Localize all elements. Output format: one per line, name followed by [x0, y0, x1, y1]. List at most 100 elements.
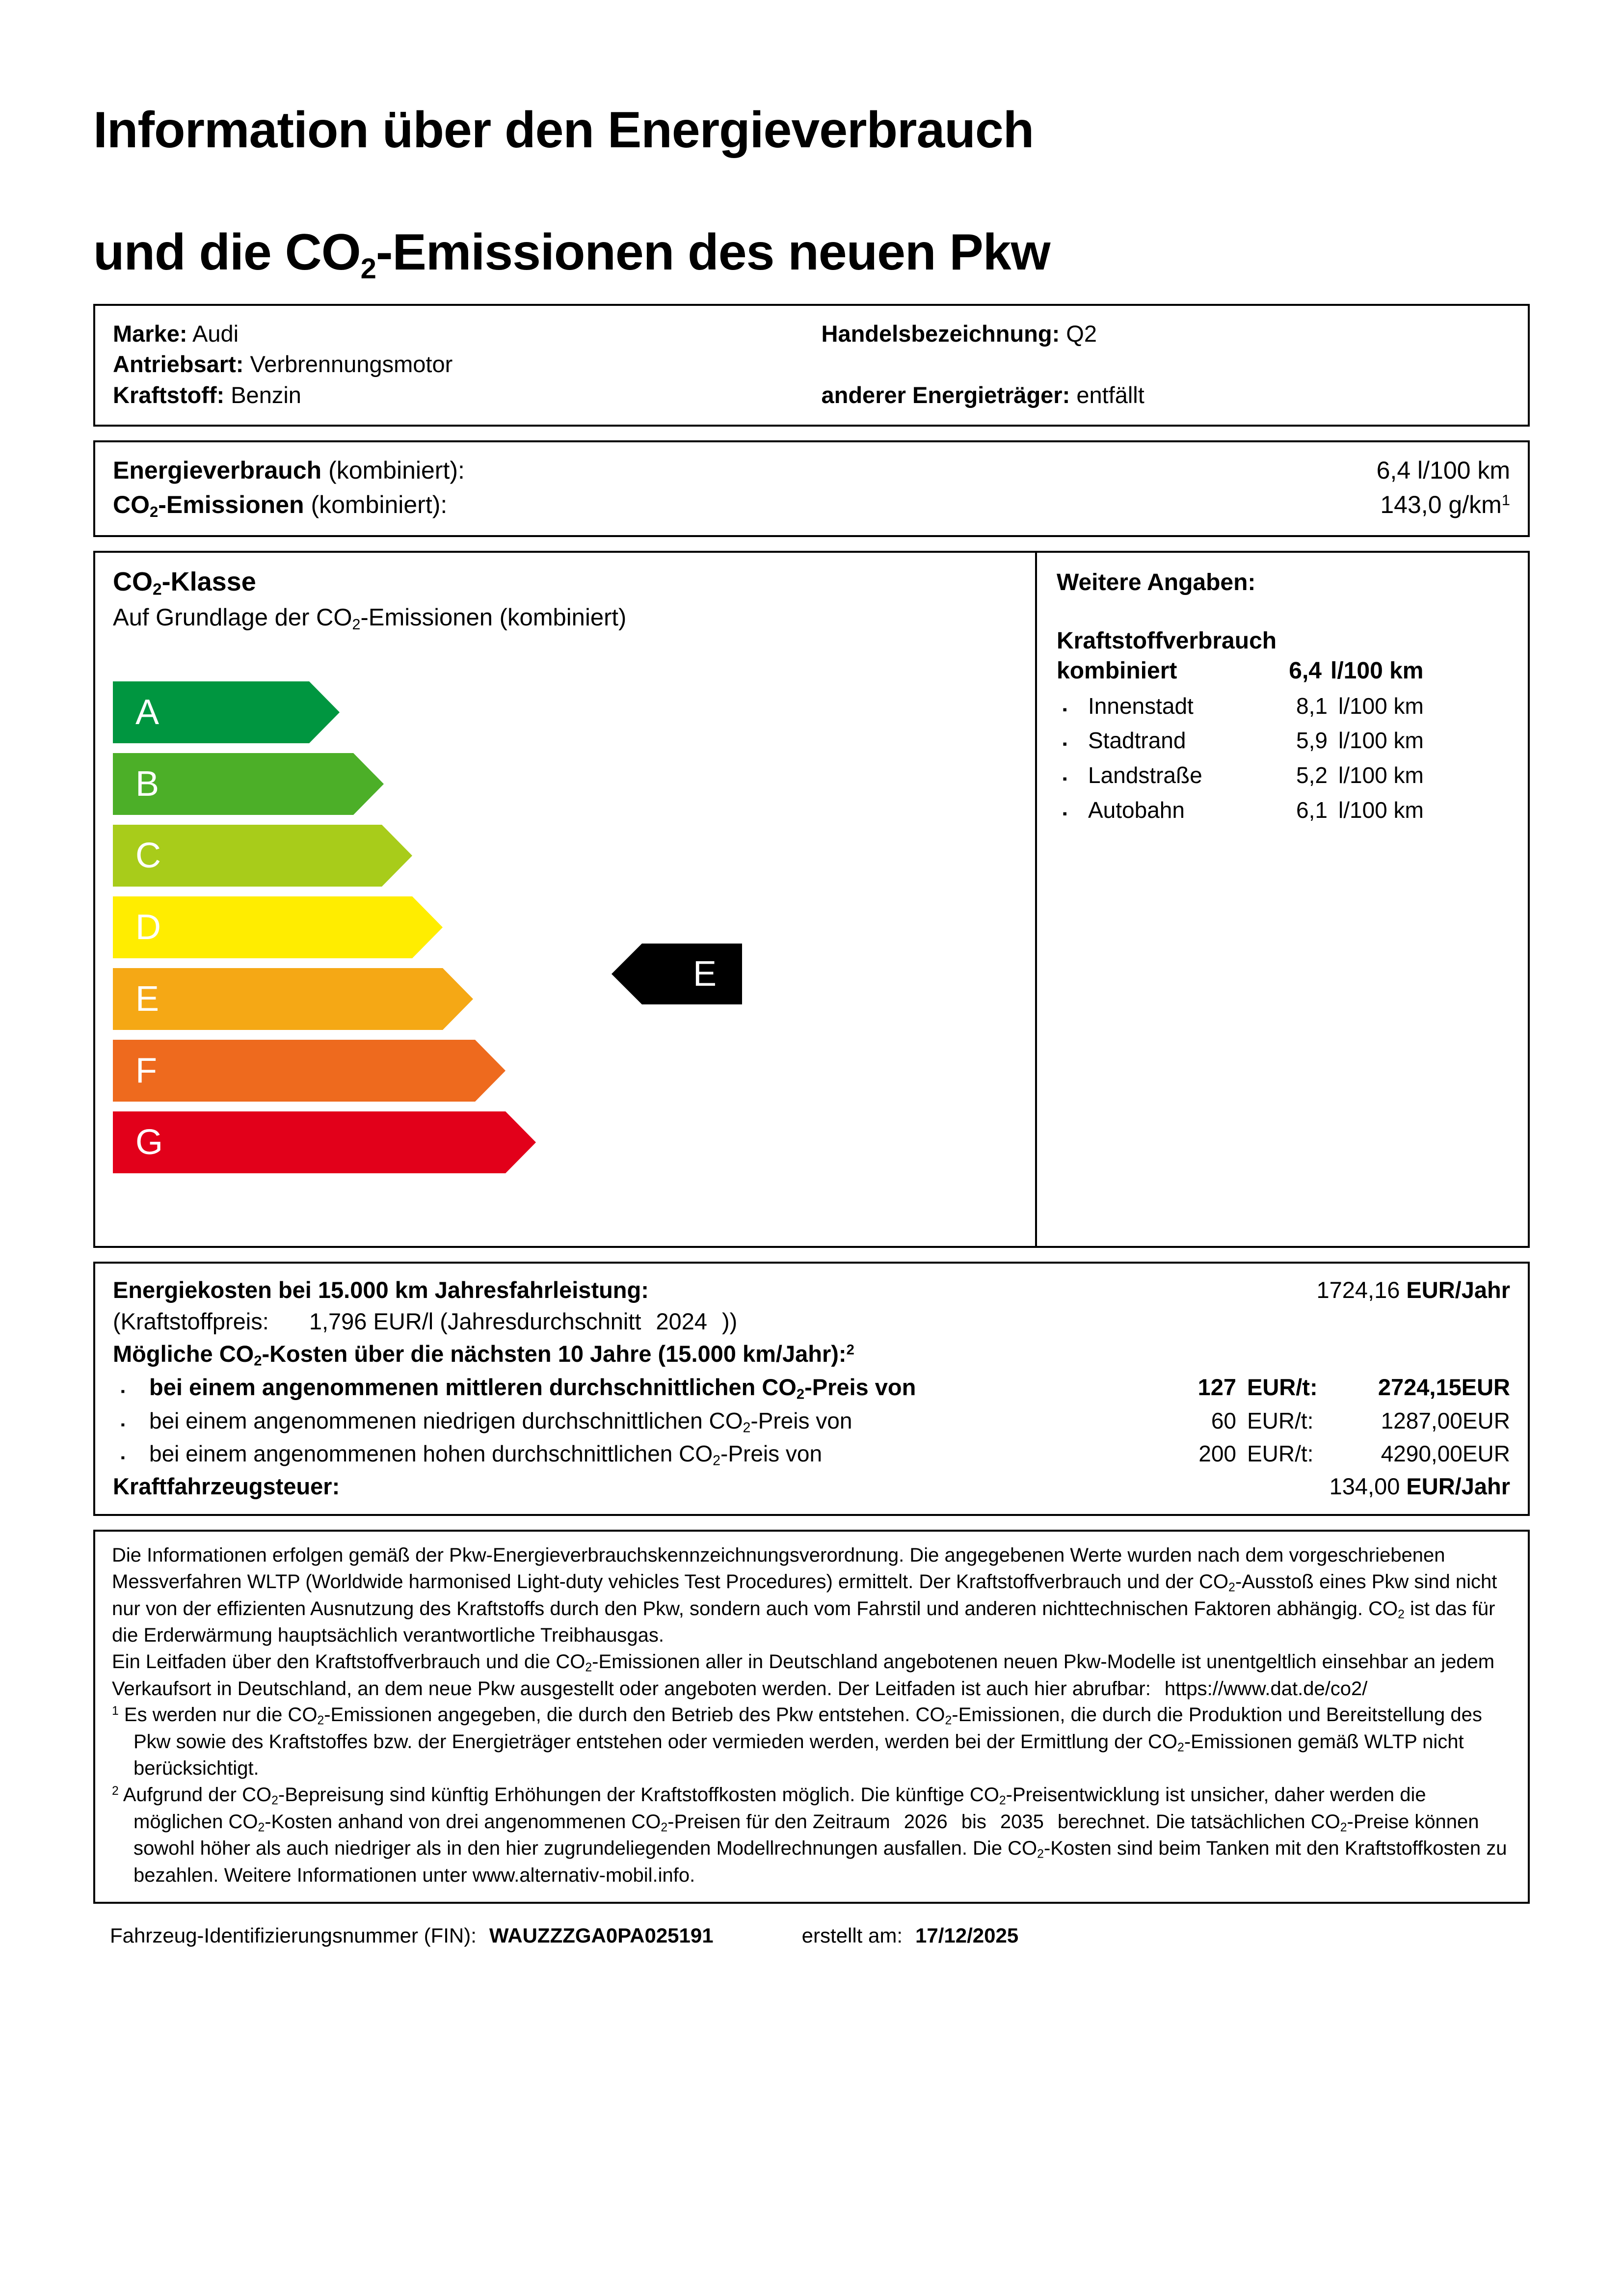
- item-value: 6,1: [1296, 797, 1328, 823]
- co2-price-unit: EUR/t:: [1247, 1441, 1314, 1467]
- co2-class-bar-c: C: [113, 825, 412, 887]
- energy-costs-value: 1724,16 EUR/Jahr: [1316, 1277, 1510, 1303]
- legal-footnote-1: 1 Es werden nur die CO2-Emissionen angeg…: [112, 1704, 1482, 1780]
- right-column-spacer: [822, 349, 1520, 380]
- co2-class-row-g: G: [113, 1111, 1035, 1174]
- antriebsart-row: Antriebsart: Verbrennungsmotor: [113, 349, 812, 380]
- bullet-icon: ▪: [121, 1418, 125, 1432]
- kombiniert-unit: l/100 km: [1330, 658, 1424, 684]
- handelsbezeichnung-label: Handelsbezeichnung:: [821, 320, 1060, 347]
- item-label: Autobahn: [1088, 797, 1185, 823]
- co2-class-bar-e: E: [113, 968, 473, 1030]
- item-unit: l/100 km: [1338, 728, 1424, 754]
- marker-arrow-tip-icon: [612, 944, 642, 1005]
- page-title: Information über den Energieverbrauch un…: [93, 38, 1530, 286]
- item-unit: l/100 km: [1338, 693, 1424, 719]
- vehicle-info-box: Marke: Audi Antriebsart: Verbrennungsmot…: [93, 303, 1530, 427]
- co2-cost-row-text: bei einem angenommenen mittleren durchsc…: [149, 1374, 916, 1403]
- item-value: 8,1: [1296, 693, 1328, 719]
- co2-class-bar-b: B: [113, 753, 384, 815]
- bullet-icon: ▪: [1063, 806, 1067, 821]
- co2-class-arrow-tip-d: [412, 896, 443, 959]
- co2-price: 60: [1211, 1407, 1236, 1433]
- co2-costs-header: Mögliche CO2-Kosten über die nächsten 10…: [113, 1341, 854, 1369]
- anderer-energietraeger-value: entfällt: [1076, 382, 1144, 408]
- co2-cost-row-niedrig: ▪ bei einem angenommenen niedrigen durch…: [113, 1405, 1510, 1438]
- bullet-icon: ▪: [121, 1385, 125, 1399]
- energieverbrauch-row: Energieverbrauch (kombiniert): 6,4 l/100…: [113, 453, 1510, 487]
- item-value: 5,2: [1296, 762, 1328, 788]
- kraftstoffverbrauch-kombiniert-row: kombiniert 6,4 l/100 km: [1057, 656, 1528, 686]
- co2-class-row-d: D: [113, 896, 1035, 959]
- co2-class-arrow-tip-b: [353, 753, 384, 815]
- co2-cost-amount: 2724,15EUR: [1378, 1374, 1510, 1401]
- co2-class-arrow-tip-c: [382, 825, 412, 887]
- footer-identification: Fahrzeug-Identifizierungsnummer (FIN): W…: [93, 1918, 1530, 1949]
- antriebsart-value: Verbrennungsmotor: [250, 351, 453, 378]
- co2-class-row-b: B: [113, 753, 1035, 815]
- consumption-item-innenstadt: ▪ Innenstadt 8,1 l/100 km: [1057, 691, 1528, 721]
- item-value: 5,9: [1296, 728, 1328, 754]
- co2-class-letter-f: F: [135, 1051, 157, 1091]
- co2-price: 127: [1197, 1374, 1236, 1401]
- co2-emissionen-row: CO2-Emissionen (kombiniert): 143,0 g/km1: [113, 487, 1510, 522]
- co2-class-letter-a: A: [135, 693, 160, 732]
- energieverbrauch-value: 6,4 l/100 km: [1376, 456, 1510, 484]
- co2-price-unit: EUR/t:: [1247, 1374, 1318, 1401]
- kraftstoff-row: Kraftstoff: Benzin: [113, 380, 812, 411]
- co2-class-bar-g: G: [113, 1111, 536, 1174]
- created-label: erstellt am:: [801, 1923, 903, 1947]
- anderer-energietraeger-label: anderer Energieträger:: [821, 382, 1070, 408]
- co2-cost-amount: 4290,00EUR: [1381, 1441, 1510, 1467]
- co2-class-row-a: A: [113, 681, 1035, 744]
- bullet-icon: ▪: [1063, 702, 1067, 717]
- kfz-tax-label: Kraftfahrzeugsteuer:: [113, 1473, 340, 1500]
- co2-class-row-e: E: [113, 968, 1035, 1030]
- bullet-icon: ▪: [1063, 771, 1067, 786]
- co2-class-arrow-tip-g: [506, 1111, 536, 1174]
- co2-class-scale-panel: CO2-Klasse Auf Grundlage der CO2-Emissio…: [95, 553, 1035, 1246]
- marke-row: Marke: Audi: [113, 319, 812, 350]
- marke-label: Marke:: [113, 320, 187, 347]
- vehicle-info-right-column: Handelsbezeichnung: Q2 anderer Energietr…: [812, 319, 1520, 411]
- co2-class-row-c: C: [113, 825, 1035, 887]
- leitfaden-url[interactable]: https://www.dat.de/co2/: [1164, 1677, 1368, 1700]
- kombiniert-value: 6,4: [1289, 658, 1322, 684]
- co2-cost-amount: 1287,00EUR: [1381, 1407, 1510, 1433]
- bullet-icon: ▪: [121, 1451, 125, 1465]
- weitere-angaben-panel: Weitere Angaben: Kraftstoffverbrauch kom…: [1035, 553, 1528, 1246]
- consumption-item-landstrasse: ▪ Landstraße 5,2 l/100 km: [1057, 760, 1528, 790]
- item-label: Stadtrand: [1088, 728, 1186, 754]
- co2-class-subtitle: Auf Grundlage der CO2-Emissionen (kombin…: [113, 604, 627, 633]
- legal-footnote-2: 2 Aufgrund der CO2-Bepreisung sind künft…: [112, 1784, 1507, 1886]
- fin-value: WAUZZZGA0PA025191: [489, 1923, 714, 1947]
- handelsbezeichnung-value: Q2: [1066, 320, 1097, 347]
- co2-class-arrow-tip-e: [443, 968, 473, 1030]
- energy-costs-label: Energiekosten bei 15.000 km Jahresfahrle…: [113, 1277, 649, 1303]
- handelsbezeichnung-row: Handelsbezeichnung: Q2: [822, 319, 1520, 350]
- co2-emissionen-value: 143,0 g/km1: [1380, 490, 1510, 518]
- fin-label: Fahrzeug-Identifizierungsnummer (FIN):: [110, 1923, 477, 1947]
- co2-class-bar-f: F: [113, 1040, 506, 1102]
- co2-class-arrow-tip-f: [475, 1040, 506, 1102]
- bullet-icon: ▪: [1063, 736, 1067, 752]
- antriebsart-label: Antriebsart:: [113, 351, 244, 378]
- energieverbrauch-label: Energieverbrauch (kombiniert):: [113, 456, 465, 484]
- title-line-1: Information über den Energieverbrauch: [93, 101, 1034, 159]
- co2-class-title: CO2-Klasse: [113, 567, 256, 599]
- created-value: 17/12/2025: [915, 1923, 1019, 1947]
- co2-class-letter-b: B: [135, 764, 160, 804]
- kfz-tax-row: Kraftfahrzeugsteuer: 134,00 EUR/Jahr: [113, 1471, 1510, 1502]
- co2-price-unit: EUR/t:: [1247, 1407, 1314, 1433]
- consumption-box: Energieverbrauch (kombiniert): 6,4 l/100…: [93, 440, 1530, 538]
- weitere-angaben-title: Weitere Angaben:: [1057, 569, 1256, 596]
- co2-class-letter-g: G: [135, 1123, 163, 1162]
- co2-class-letter-c: C: [135, 836, 161, 876]
- item-label: Innenstadt: [1088, 693, 1194, 719]
- legal-text-box: Die Informationen erfolgen gemäß der Pkw…: [93, 1530, 1530, 1904]
- kfz-tax-value: 134,00 EUR/Jahr: [1329, 1473, 1510, 1500]
- co2-class-letter-d: D: [135, 908, 161, 947]
- energy-costs-row: Energiekosten bei 15.000 km Jahresfahrle…: [113, 1274, 1510, 1306]
- title-line-2: und die CO2-Emissionen des neuen Pkw: [93, 224, 1051, 285]
